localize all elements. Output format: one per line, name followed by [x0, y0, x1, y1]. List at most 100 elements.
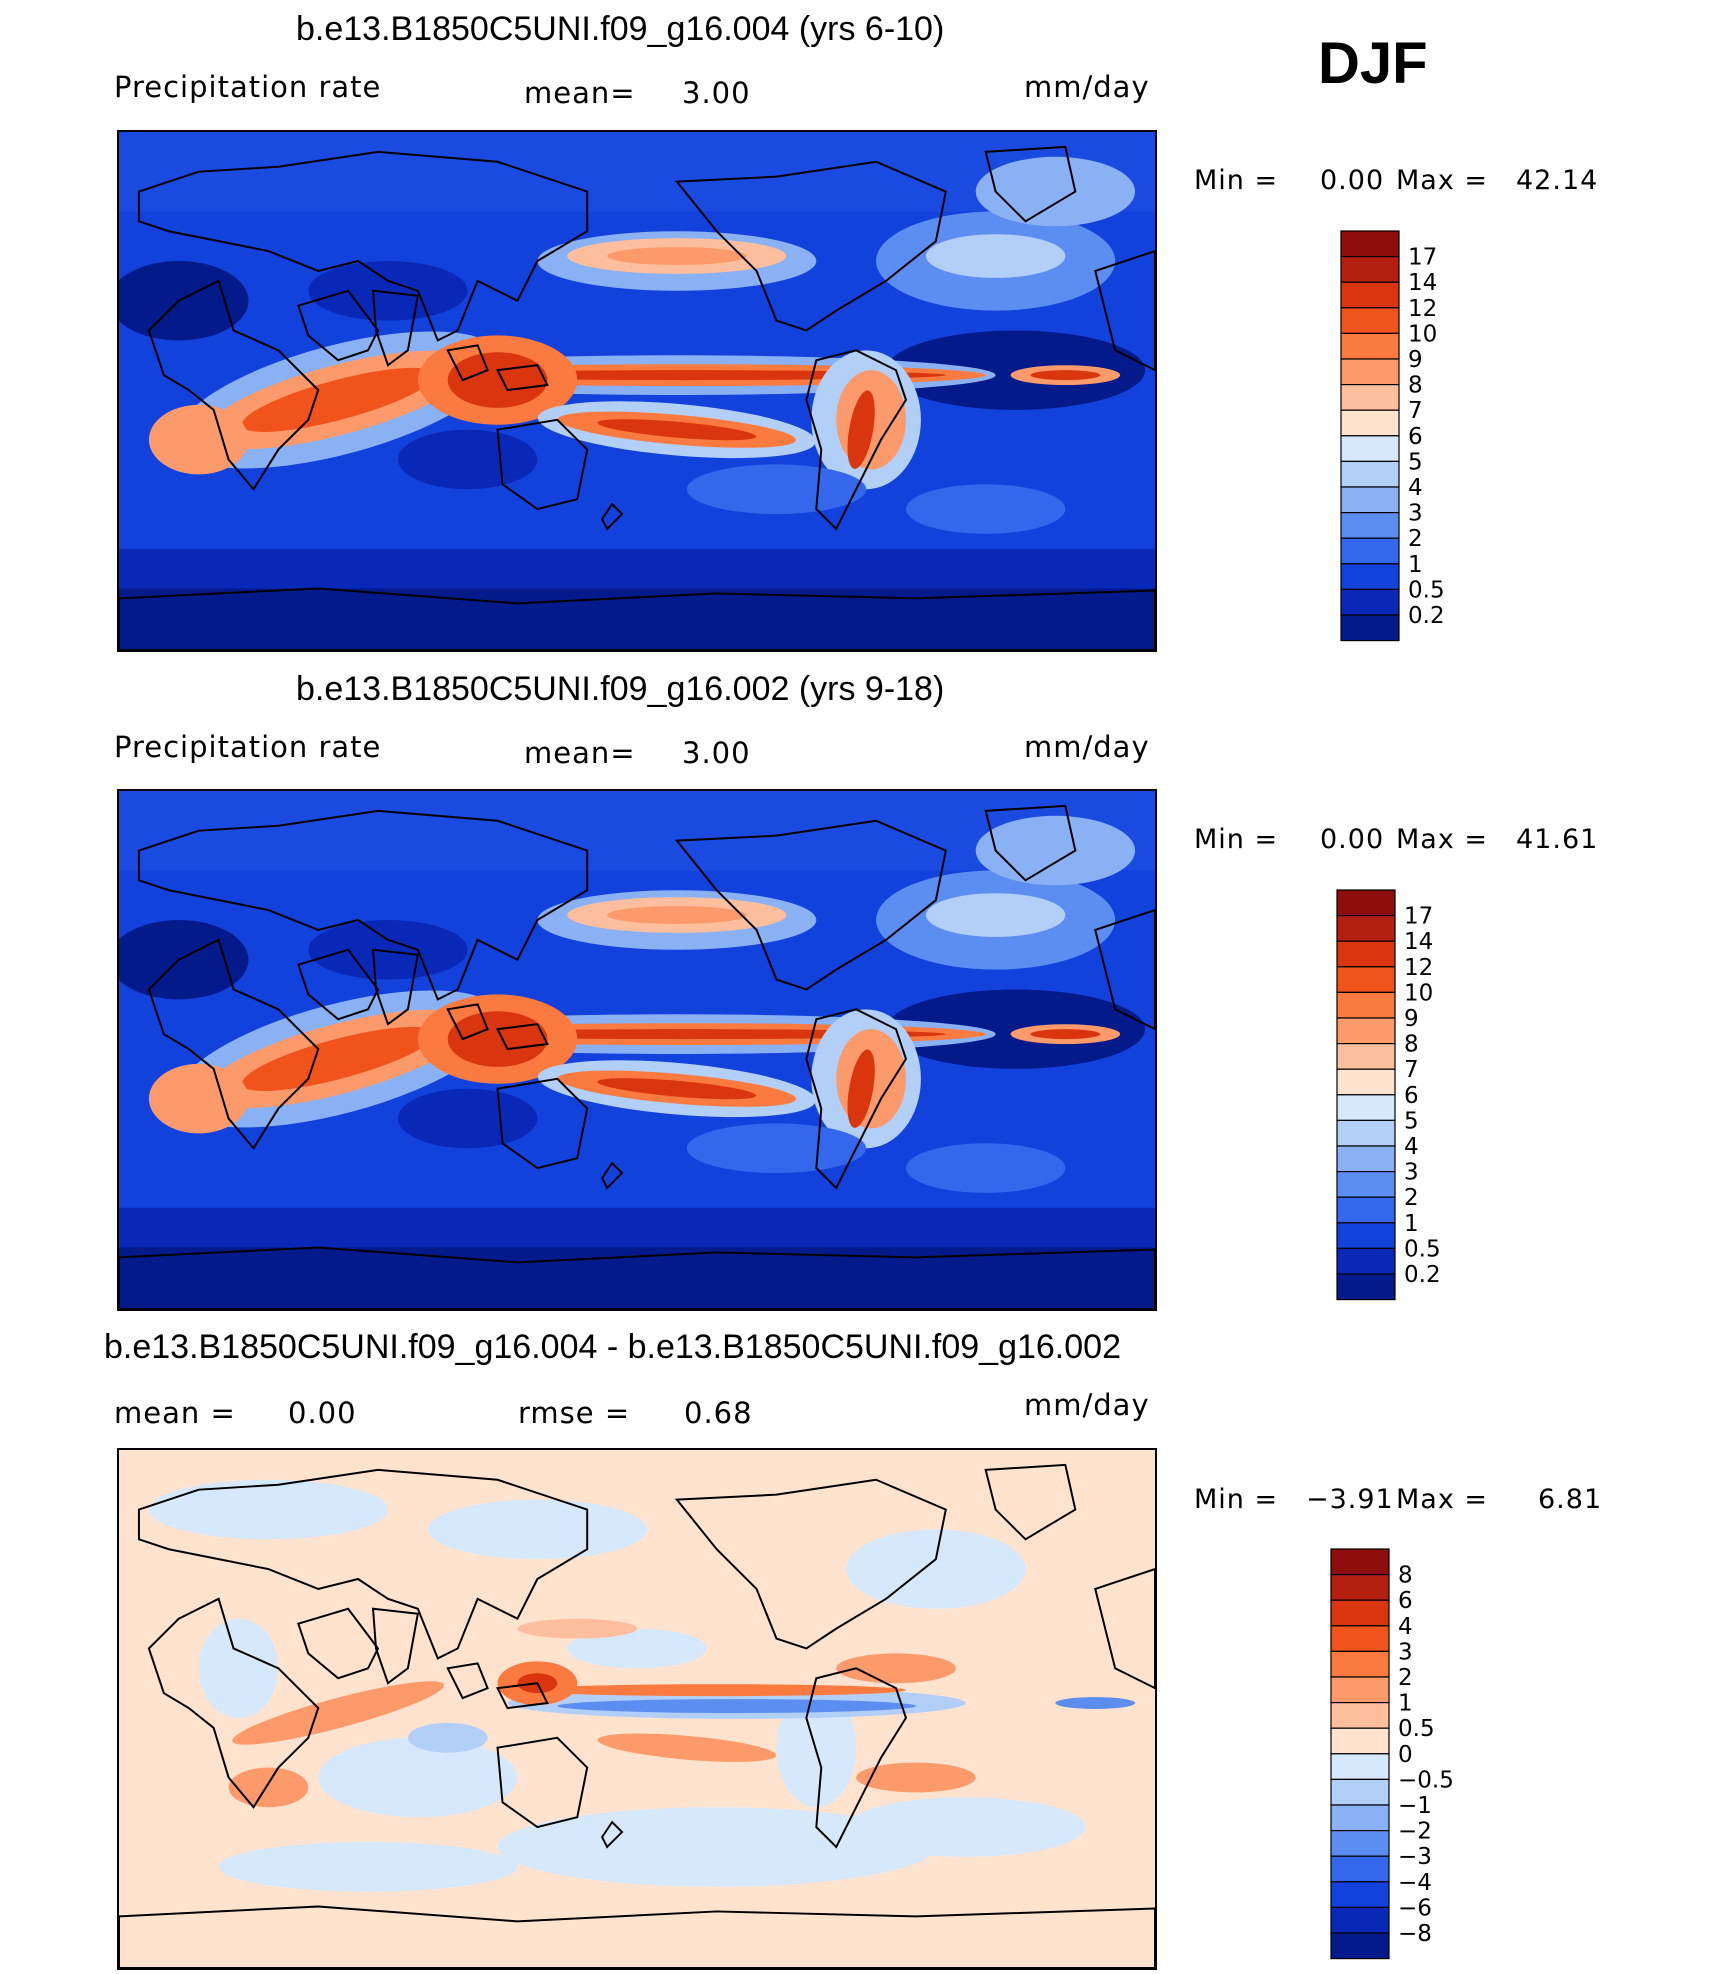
coastline: [674, 1478, 947, 1650]
coastline: [137, 809, 589, 1001]
coastline: [446, 1003, 489, 1041]
precip-contour: [836, 1653, 956, 1684]
panel-3-colorbar: 8 6 4 3 2 1 0.5 0 −0.5 −1 −2 −3 −4 −6 −8: [1330, 1548, 1480, 1960]
colorbar-swatch: [1340, 332, 1400, 360]
panel-3-max-value: 6.81: [1538, 1484, 1603, 1515]
precip-contour: [1030, 370, 1101, 381]
coastline: [137, 1468, 589, 1660]
colorbar-label: −2: [1398, 1819, 1432, 1845]
precip-contour: [567, 1628, 707, 1669]
coastline: [496, 364, 549, 392]
colorbar-swatch: [1336, 1222, 1396, 1249]
colorbar-swatch: [1330, 1753, 1390, 1781]
coastline: [297, 948, 380, 1021]
precip-contour: [686, 464, 867, 515]
precip-contour: [427, 1499, 647, 1560]
colorbar-swatch: [1336, 889, 1396, 917]
colorbar-label: 3: [1408, 501, 1423, 527]
precip-band: [119, 1247, 1155, 1309]
precip-contour: [686, 1123, 867, 1174]
coastline: [119, 587, 1155, 650]
panel-3-units: mm/day: [1024, 1388, 1150, 1422]
colorbar-swatch: [1336, 1171, 1396, 1198]
colorbar-swatch: [1336, 1043, 1396, 1070]
precip-contour: [847, 1049, 875, 1128]
colorbar-swatch: [1336, 966, 1396, 994]
panel-1-min-value: 0.00: [1320, 165, 1385, 196]
precip-contour: [886, 989, 1146, 1069]
colorbar-swatch: [1340, 409, 1400, 437]
colorbar-swatch: [1336, 1145, 1396, 1173]
colorbar-swatch: [1330, 1676, 1390, 1704]
colorbar-swatch: [1340, 588, 1400, 616]
panel-1-max-value: 42.14: [1516, 165, 1599, 196]
colorbar-swatch: [1330, 1804, 1390, 1832]
coastline: [119, 1905, 1155, 1968]
colorbar-swatch: [1330, 1932, 1390, 1960]
coastline: [496, 418, 589, 511]
colorbar-swatch: [1340, 486, 1400, 514]
coastline: [600, 1820, 624, 1849]
precip-contour: [241, 1026, 435, 1091]
colorbar-swatch: [1330, 1727, 1390, 1755]
coastline: [147, 1597, 320, 1809]
colorbar-swatch: [1336, 1196, 1396, 1224]
colorbar-swatch: [1340, 281, 1400, 309]
colorbar-label: 9: [1408, 347, 1423, 373]
colorbar-label: 17: [1404, 904, 1433, 930]
precip-contour: [527, 1684, 906, 1697]
precip-contour: [1030, 1029, 1101, 1040]
precip-contour: [597, 419, 757, 441]
colorbar-swatch: [1336, 940, 1396, 968]
precip-contour: [557, 1699, 916, 1713]
colorbar-swatch: [1340, 307, 1400, 335]
panel-2-map: [117, 789, 1157, 1311]
coastline: [674, 819, 947, 991]
coastline: [984, 804, 1077, 882]
panel-1-colorbar: 17 14 12 10 9 8 7 6 5 4 3 2 1 0.5 0.2: [1340, 230, 1490, 642]
colorbar-label: 0: [1398, 1742, 1413, 1768]
precip-band: [119, 588, 1155, 650]
coastline: [147, 279, 320, 491]
colorbar-swatch: [1336, 1247, 1396, 1275]
panel-1-variable: Precipitation rate: [114, 70, 382, 104]
colorbar-label: 12: [1408, 296, 1437, 322]
colorbar-label: 1: [1408, 552, 1423, 578]
panel-2-mean-value: 3.00: [682, 736, 751, 770]
colorbar-swatch: [1330, 1906, 1390, 1934]
coastline: [119, 1246, 1155, 1309]
panel-3-rmse-label: rmse =: [518, 1396, 631, 1430]
coastline: [805, 1667, 908, 1849]
panel-2-units: mm/day: [1024, 730, 1150, 764]
colorbar-swatch: [1330, 1650, 1390, 1678]
colorbar-swatch: [1330, 1881, 1390, 1908]
precip-contour: [597, 1078, 757, 1100]
precip-contour: [905, 484, 1066, 534]
panel-1-max-label: Max =: [1396, 165, 1489, 196]
coastline: [496, 1682, 549, 1710]
colorbar-label: −0.5: [1398, 1767, 1454, 1793]
colorbar-label: 6: [1408, 424, 1423, 450]
coastline: [297, 289, 380, 362]
precip-contour: [846, 1797, 1086, 1857]
precip-contour: [241, 367, 435, 432]
colorbar-swatch: [1336, 1094, 1396, 1122]
colorbar-label: −8: [1398, 1921, 1432, 1947]
precip-contour: [308, 920, 468, 980]
colorbar-swatch: [1330, 1830, 1390, 1857]
colorbar-label: 12: [1404, 955, 1433, 981]
panel-1-mean-value: 3.00: [682, 76, 751, 110]
colorbar-swatch: [1340, 537, 1400, 565]
precip-contour: [119, 261, 249, 341]
colorbar-label: 1: [1398, 1691, 1413, 1717]
colorbar-swatch: [1330, 1599, 1390, 1627]
panel-2-min-label: Min =: [1194, 824, 1279, 855]
coastline: [1094, 1568, 1155, 1690]
colorbar-label: 3: [1398, 1639, 1413, 1665]
season-label: DJF: [1318, 31, 1428, 96]
coastline: [674, 160, 947, 332]
coastline: [446, 344, 489, 382]
panel-2-title: b.e13.B1850C5UNI.f09_g16.002 (yrs 9-18): [296, 670, 945, 708]
colorbar-swatch: [1340, 563, 1400, 590]
